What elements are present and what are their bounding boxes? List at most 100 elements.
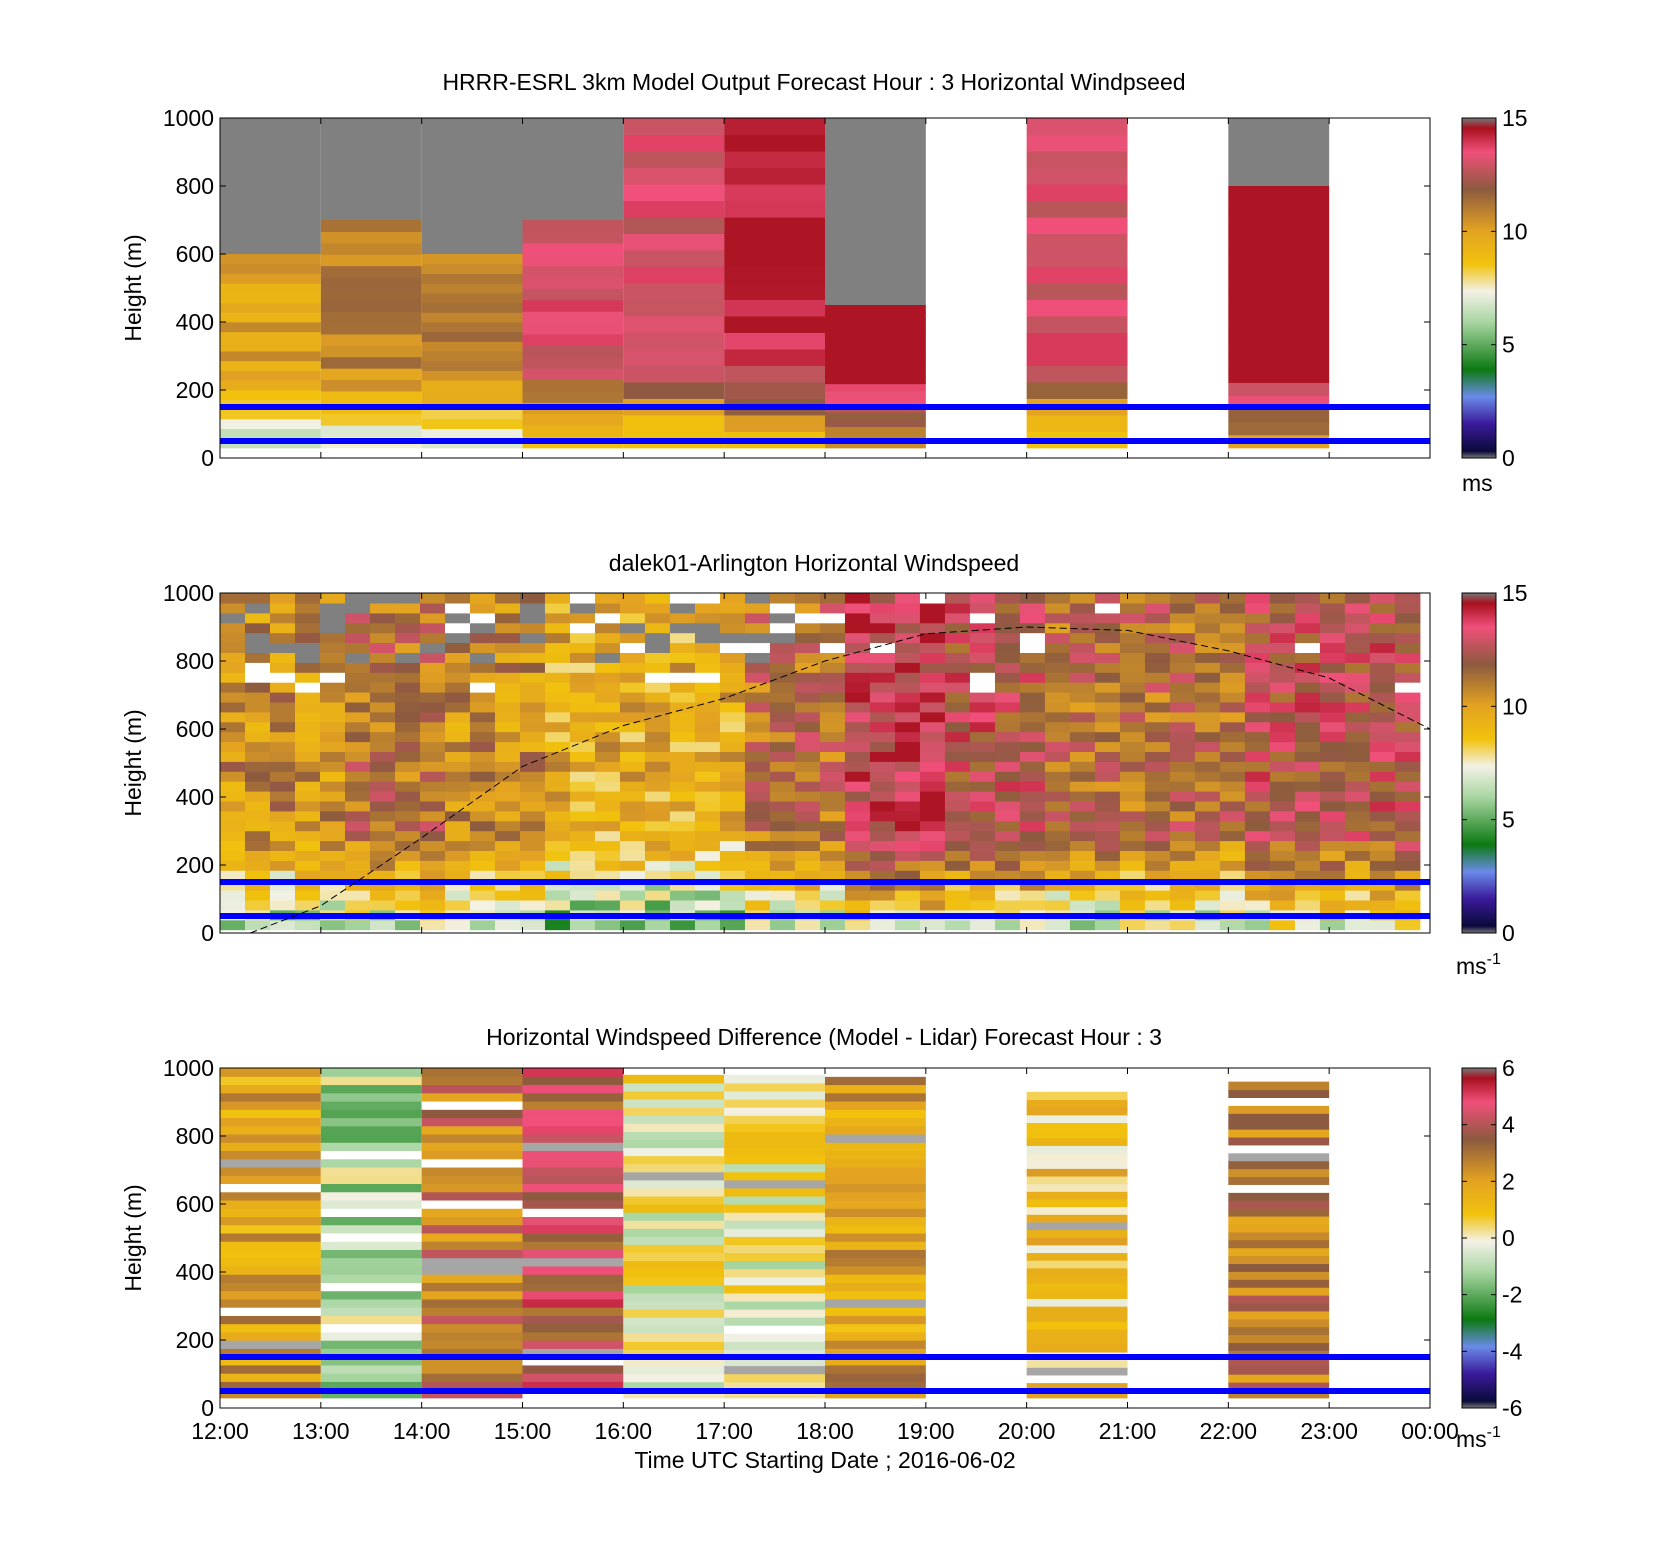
heatmap-cell <box>1044 800 1071 812</box>
heatmap-cell <box>724 1090 825 1100</box>
heatmap-cell <box>519 860 546 871</box>
heatmap-cell <box>1169 860 1196 871</box>
heatmap-cell <box>1119 781 1146 792</box>
heatmap-cell <box>1094 919 1121 931</box>
heatmap-cell <box>969 662 996 673</box>
heatmap-cell <box>421 1158 523 1168</box>
heatmap-cell <box>320 231 422 244</box>
heatmap-cell <box>522 1274 624 1283</box>
heatmap-cell <box>944 721 971 733</box>
heatmap-cell <box>294 771 321 782</box>
heatmap-cell <box>619 711 646 723</box>
heatmap-cell <box>1026 1206 1128 1215</box>
heatmap-cell <box>825 1356 926 1366</box>
heatmap-cell <box>869 761 896 772</box>
heatmap-cell <box>419 741 446 752</box>
heatmap-cell <box>994 652 1021 663</box>
heatmap-cell <box>1144 731 1171 743</box>
heatmap-cell <box>320 1117 422 1127</box>
heatmap-cell <box>319 800 346 812</box>
heatmap-cell <box>519 731 546 743</box>
heatmap-cell <box>444 662 471 673</box>
xtick-label: 13:00 <box>292 1418 350 1444</box>
heatmap-cell <box>1369 692 1396 703</box>
heatmap-cell <box>844 622 871 634</box>
heatmap-cell <box>269 721 296 733</box>
heatmap-cell <box>220 1208 321 1218</box>
heatmap-cell <box>421 1199 523 1209</box>
heatmap-cell <box>794 870 821 881</box>
heatmap-cell <box>294 919 321 931</box>
heatmap-cell <box>769 820 796 832</box>
heatmap-cell <box>1228 1184 1330 1193</box>
heatmap-cell <box>394 870 421 881</box>
heatmap-cell <box>769 761 796 772</box>
heatmap-cell <box>844 860 871 871</box>
heatmap-cell <box>320 242 422 255</box>
heatmap-cell <box>1019 840 1046 851</box>
heatmap-cell <box>1119 761 1146 772</box>
heatmap-cell <box>619 741 646 752</box>
heatmap-cell <box>844 850 871 861</box>
heatmap-cell <box>1294 622 1321 634</box>
heatmap-cell <box>825 305 926 313</box>
heatmap-cell <box>469 612 496 624</box>
heatmap-cell <box>394 642 421 653</box>
heatmap-cell <box>421 1265 523 1275</box>
heatmap-cell <box>522 254 624 267</box>
heatmap-cell <box>344 652 371 663</box>
heatmap-cell <box>694 820 721 832</box>
heatmap-cell <box>769 899 796 911</box>
heatmap-cell <box>994 840 1021 851</box>
heatmap-cell <box>419 711 446 723</box>
heatmap-cell <box>594 820 621 832</box>
heatmap-cell <box>819 672 846 683</box>
heatmap-cell <box>394 860 421 871</box>
heatmap-cell <box>769 632 796 644</box>
heatmap-cell <box>294 880 321 891</box>
heatmap-cell <box>1019 682 1046 693</box>
heatmap-cell <box>724 183 825 202</box>
heatmap-cell <box>522 322 624 335</box>
heatmap-cell <box>825 1307 926 1316</box>
heatmap-cell <box>825 1364 926 1374</box>
heatmap-cell <box>694 761 721 772</box>
heatmap-cell <box>825 426 926 435</box>
heatmap-cell <box>269 791 296 802</box>
heatmap-cell <box>894 711 921 723</box>
heatmap-cell <box>1069 731 1096 743</box>
heatmap-cell <box>519 662 546 673</box>
heatmap-cell <box>569 731 596 743</box>
heatmap-cell <box>544 731 571 743</box>
heatmap-cell <box>421 331 523 342</box>
heatmap-cell <box>1228 1358 1330 1367</box>
heatmap-cell <box>1219 701 1246 713</box>
heatmap-cell <box>522 1117 624 1127</box>
heatmap-cell <box>1344 870 1371 881</box>
heatmap-cell <box>1244 800 1271 812</box>
heatmap-cell <box>1019 791 1046 802</box>
heatmap-cell <box>1294 711 1321 723</box>
heatmap-cell <box>669 761 696 772</box>
heatmap-cell <box>944 593 971 604</box>
heatmap-cell <box>769 800 796 812</box>
heatmap-cell <box>369 701 396 713</box>
heatmap-cell <box>844 890 871 901</box>
heatmap-cell <box>469 741 496 752</box>
heatmap-cell <box>519 741 546 752</box>
heatmap-cell <box>1019 781 1046 792</box>
heatmap-cell <box>1219 662 1246 673</box>
heatmap-cell <box>444 820 471 832</box>
heatmap-cell <box>825 1183 926 1193</box>
ytick-label: 200 <box>176 377 214 403</box>
heatmap-cell <box>1294 820 1321 832</box>
heatmap-cell <box>1228 1144 1330 1154</box>
heatmap-cell <box>1194 692 1221 703</box>
heatmap-cell <box>569 652 596 663</box>
heatmap-cell <box>1269 642 1296 653</box>
heatmap-cell <box>994 731 1021 743</box>
heatmap-cell <box>919 820 946 832</box>
heatmap-cell <box>419 899 446 911</box>
heatmap-cell <box>724 1357 825 1367</box>
